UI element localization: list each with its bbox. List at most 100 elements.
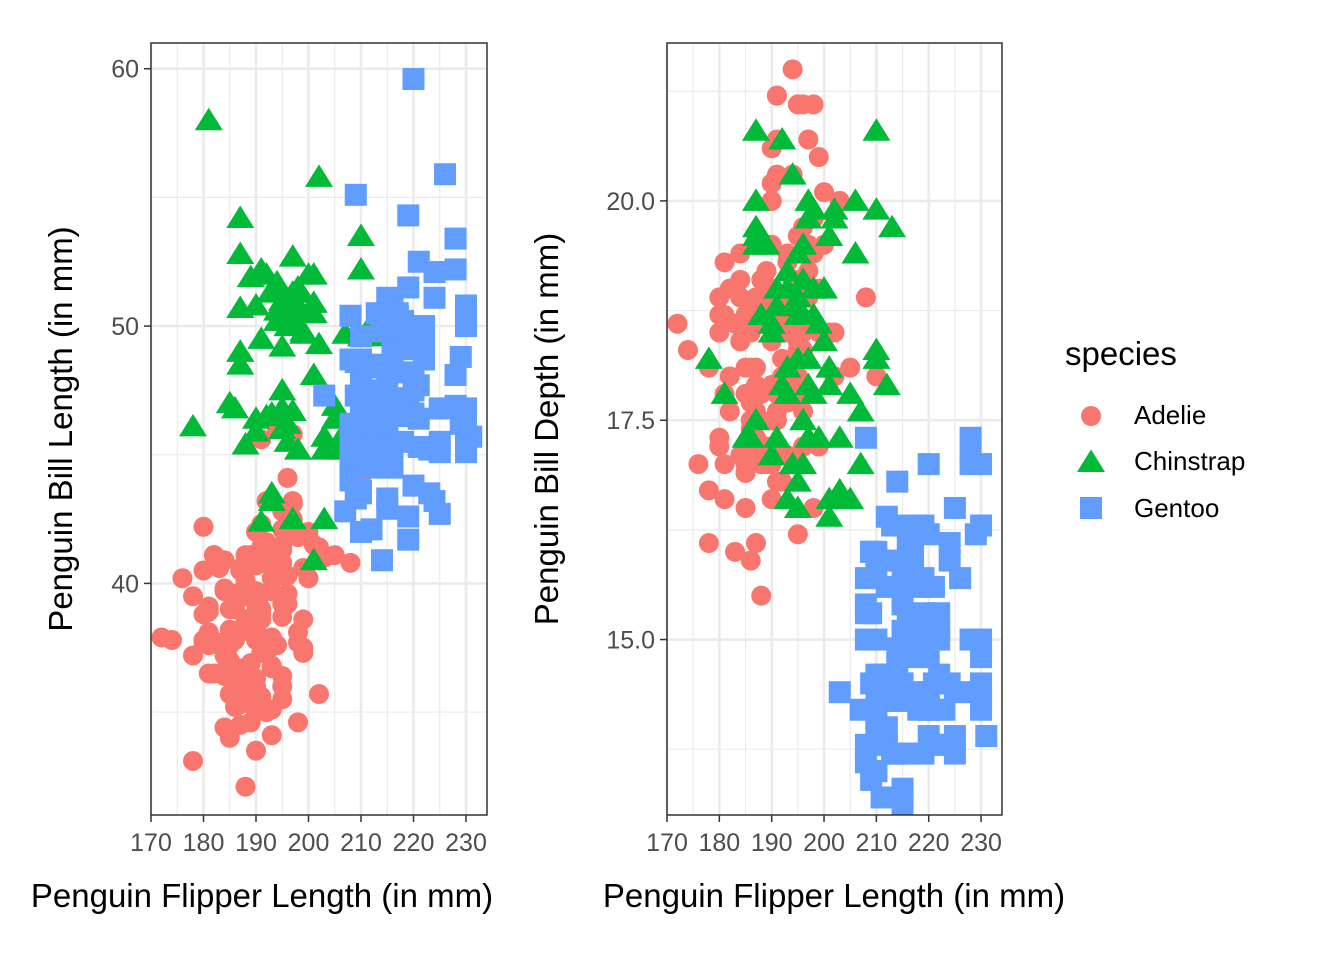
adelie-point — [730, 243, 751, 264]
gentoo-point — [455, 294, 477, 317]
gentoo-point — [938, 532, 961, 555]
y-tick-label: 15.0 — [606, 627, 655, 655]
gentoo-point — [344, 183, 367, 206]
chinstrap-point — [347, 256, 375, 280]
gentoo-point — [381, 405, 404, 428]
chinstrap-point — [862, 118, 891, 141]
adelie-point — [277, 583, 298, 604]
gentoo-point — [381, 456, 404, 479]
gentoo-point — [865, 689, 888, 712]
adelie-point — [230, 557, 251, 578]
adelie-point — [277, 565, 298, 586]
legend-label-adelie: Adelie — [1134, 400, 1206, 430]
chinstrap-point — [247, 326, 276, 349]
x-tick-label: 190 — [751, 829, 793, 857]
chinstrap-point — [242, 419, 270, 442]
gentoo-point — [891, 584, 914, 607]
gentoo-point — [444, 363, 467, 386]
adelie-point — [277, 467, 298, 488]
x-tick-label: 190 — [235, 829, 277, 857]
x-tick-label: 210 — [340, 829, 382, 857]
adelie-point — [261, 568, 282, 589]
chinstrap-point — [278, 506, 307, 530]
chinstrap-point — [815, 372, 844, 396]
chinstrap-point — [294, 262, 323, 285]
gentoo-point — [922, 575, 945, 598]
adelie-point — [677, 340, 698, 361]
adelie-point — [219, 727, 240, 748]
adelie-point — [219, 599, 240, 620]
gentoo-point — [449, 345, 472, 368]
legend-key-gentoo — [1080, 497, 1102, 519]
gentoo-point — [828, 681, 851, 704]
chinstrap-point — [825, 425, 854, 448]
adelie-point — [855, 287, 876, 308]
adelie-point — [246, 740, 266, 761]
gentoo-point — [943, 496, 966, 519]
bill-length-ticks: 170 180 190 200 210 220 230 40 50 60 — [111, 56, 487, 857]
bill-depth-points — [667, 59, 998, 815]
chinstrap-point — [841, 241, 870, 264]
adelie-point — [198, 663, 219, 684]
gentoo-point — [949, 567, 972, 590]
gentoo-point — [854, 733, 877, 756]
gentoo-point — [360, 436, 383, 459]
gentoo-point — [350, 482, 372, 505]
adelie-point — [272, 676, 293, 697]
gentoo-point — [928, 663, 951, 686]
chinstrap-point — [736, 425, 765, 448]
adelie-point — [193, 604, 214, 625]
gentoo-point — [350, 325, 372, 348]
legend-key-adelie — [1081, 406, 1101, 426]
chinstrap-point — [757, 442, 786, 466]
chinstrap-point — [789, 407, 818, 431]
adelie-point — [709, 322, 730, 343]
gentoo-point — [418, 482, 441, 505]
chinstrap-point — [783, 302, 812, 325]
gentoo-point — [917, 453, 940, 476]
x-tick-label: 200 — [288, 829, 330, 857]
adelie-point — [719, 366, 740, 387]
chinstrap-point — [179, 413, 207, 437]
gentoo-point — [975, 725, 998, 748]
gentoo-point — [360, 518, 383, 541]
chinstrap-point — [794, 372, 823, 396]
adelie-point — [193, 560, 214, 581]
adelie-point — [751, 585, 772, 606]
gentoo-point — [334, 500, 357, 523]
chinstrap-point — [778, 162, 807, 185]
x-tick-label: 200 — [803, 829, 845, 857]
chinstrap-point — [226, 241, 255, 265]
chinstrap-point — [841, 188, 870, 211]
chinstrap-point — [273, 411, 302, 434]
chinstrap-point — [268, 377, 297, 401]
gentoo-point — [891, 637, 914, 660]
gentoo-point — [938, 549, 961, 572]
chinstrap-point — [347, 223, 375, 246]
adelie-point — [340, 552, 361, 573]
adelie-point — [735, 497, 756, 518]
chinstrap-point — [289, 318, 318, 342]
gentoo-point — [413, 338, 435, 361]
chinstrap-point — [762, 425, 791, 448]
gentoo-point — [928, 602, 951, 625]
x-tick-label: 230 — [960, 829, 1002, 857]
chinstrap-point — [278, 244, 307, 267]
x-tick-label: 210 — [856, 829, 898, 857]
adelie-point — [798, 129, 819, 150]
chinstrap-point — [221, 395, 249, 419]
chinstrap-point — [305, 331, 333, 355]
chinstrap-point — [862, 197, 891, 220]
chinstrap-point — [820, 205, 849, 229]
gentoo-point — [912, 628, 935, 651]
chinstrap-point — [783, 469, 812, 492]
chinstrap-point — [815, 223, 844, 246]
gentoo-point — [428, 397, 451, 420]
bill-depth-x-axis-title: Penguin Flipper Length (in mm) — [603, 877, 1065, 914]
gentoo-point — [397, 505, 420, 528]
chinstrap-point — [247, 509, 276, 532]
chinstrap-point — [226, 205, 255, 228]
gentoo-point — [917, 646, 940, 669]
chinstrap-point — [710, 381, 739, 404]
chinstrap-point — [741, 214, 770, 238]
